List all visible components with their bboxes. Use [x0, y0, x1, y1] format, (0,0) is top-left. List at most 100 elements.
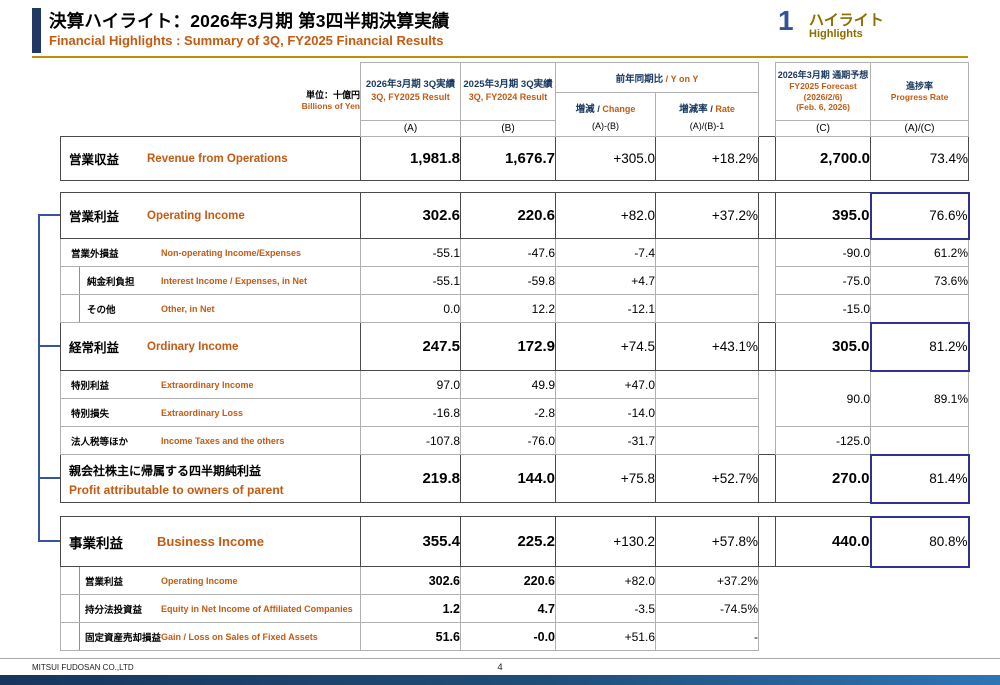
- table-subheader-row: 増減 / Change (A)-(B) 増減率 / Rate (A)/(B)-1: [61, 92, 969, 137]
- value-rate: [654, 426, 760, 455]
- row-label-jp: 固定資産売却損益: [85, 632, 162, 644]
- row-label-en: Equity in Net Income of Affiliated Compa…: [161, 603, 353, 614]
- value-rate: +18.2%: [654, 136, 760, 181]
- table-row: 営業利益 Operating Income 302.6 220.6 +82.0 +…: [60, 566, 969, 595]
- table-key-row: (A) (B) (C) (A)/(C): [61, 120, 970, 137]
- col-p-en: Progress Rate: [890, 91, 949, 102]
- table-row: 法人税等ほか Income Taxes and the others -107.8…: [60, 426, 970, 455]
- value-forecast: -15.0: [775, 294, 872, 323]
- value-rate: [654, 294, 760, 323]
- value-rate: [654, 266, 760, 295]
- value-b: 1,676.7: [460, 136, 556, 181]
- section-label-jp: ハイライト: [809, 12, 884, 29]
- col-b-jp: 2025年3月期 3Q実績: [463, 79, 553, 91]
- spacer-row: [60, 180, 969, 193]
- row-label-jp: 事業利益: [69, 535, 123, 551]
- yoy-en: / Y on Y: [663, 73, 699, 84]
- row-label-en: Revenue from Operations: [147, 152, 288, 165]
- table-row: 営業外損益 Non-operating Income/Expenses -55.1…: [60, 238, 970, 267]
- column-gap: [758, 370, 776, 427]
- column-gap: [758, 136, 777, 181]
- col-c-date-jp: (2026/2/6): [803, 91, 843, 102]
- row-label-en: Operating Income: [161, 575, 238, 586]
- change-key: (A)-(B): [592, 120, 619, 131]
- table-row: その他 Other, in Net 0.0 12.2 -12.1 -15.0: [60, 294, 970, 323]
- col-c-date-en: (Feb. 6, 2026): [796, 102, 850, 113]
- value-b: -59.8: [460, 266, 556, 295]
- rate-en: Rate: [712, 103, 735, 114]
- col-a-en: 3Q, FY2025 Result: [371, 91, 450, 102]
- page-title: 決算ハイライト：2026年3月期 第3四半期決算実績: [49, 11, 450, 31]
- table-row: 特別利益 Extraordinary Income 97.0 49.9 +47.0…: [60, 370, 970, 427]
- value-b: 220.6: [460, 566, 556, 595]
- row-label: 法人税等ほか Income Taxes and the others: [60, 426, 361, 455]
- value-change: +82.0: [555, 192, 656, 239]
- value-progress-boxed: 80.8%: [869, 515, 970, 568]
- row-label-en: Income Taxes and the others: [161, 435, 285, 446]
- tree-line: [79, 567, 80, 594]
- value-forecast: -125.0: [775, 426, 872, 455]
- connector-line: [38, 477, 60, 479]
- row-label: 営業利益 Operating Income: [60, 566, 361, 595]
- value-change: +47.0: [555, 370, 656, 399]
- value-rate: +52.7%: [654, 454, 760, 503]
- table-row: 営業利益 Operating Income 302.6 220.6 +82.0 +…: [60, 191, 970, 240]
- row-label-jp: 親会社株主に帰属する四半期純利益: [69, 463, 262, 478]
- value-change: -12.1: [555, 294, 656, 323]
- value-a: 1.2: [360, 594, 461, 623]
- table-row: 特別損失 Extraordinary Loss -16.8 -2.8 -14.0: [60, 398, 969, 427]
- value-a: 247.5: [360, 322, 461, 371]
- row-label-en: Extraordinary Income: [161, 379, 254, 390]
- col-header-yoy: 前年同期比 / Y on Y: [554, 62, 760, 93]
- value-b: -76.0: [460, 426, 556, 455]
- section-number: 1: [778, 5, 794, 36]
- col-header-rate: 増減率 / Rate (A)/(B)-1: [654, 92, 760, 137]
- key-c: (C): [775, 120, 872, 137]
- value-a: 355.4: [360, 516, 461, 567]
- value-a: 97.0: [360, 370, 461, 399]
- value-progress-merged: 89.1%: [870, 370, 970, 427]
- row-label-jp: 純金利負担: [87, 276, 135, 288]
- table-row: 営業収益 Revenue from Operations 1,981.8 1,67…: [60, 136, 970, 181]
- row-label: 特別利益 Extraordinary Income: [60, 370, 361, 399]
- rate-jp: 増減率 /: [679, 103, 713, 115]
- value-forecast: 440.0: [775, 516, 872, 567]
- row-label-en: Ordinary Income: [147, 340, 239, 353]
- row-label-en: Interest Income / Expenses, in Net: [161, 275, 308, 286]
- row-label: 営業収益 Revenue from Operations: [60, 136, 361, 181]
- value-b: 172.9: [460, 322, 556, 371]
- connector-line: [38, 215, 40, 542]
- col-header-change: 増減 / Change (A)-(B): [555, 92, 656, 137]
- row-label-en: Business Income: [157, 534, 264, 549]
- tree-line: [79, 623, 80, 650]
- row-label-jp: 営業利益: [69, 210, 120, 224]
- value-forecast: -90.0: [775, 238, 872, 267]
- row-label-en: Profit attributable to owners of parent: [69, 482, 284, 497]
- value-a: 302.6: [360, 566, 461, 595]
- units-jp: 単位：十億円: [305, 89, 360, 100]
- value-progress: 73.6%: [870, 266, 970, 295]
- spacer-row: [60, 502, 969, 517]
- value-a: 1,981.8: [360, 136, 461, 181]
- table-row: 持分法投資益 Equity in Net Income of Affiliated…: [60, 594, 969, 623]
- units-label: 単位：十億円 Billions of Yen: [60, 62, 361, 137]
- value-change: -7.4: [555, 238, 656, 267]
- page-subtitle: Financial Highlights : Summary of 3Q, FY…: [49, 33, 444, 48]
- table-row: 経常利益 Ordinary Income 247.5 172.9 +74.5 +4…: [60, 321, 970, 372]
- value-progress: 73.4%: [870, 136, 970, 181]
- table-header-row: 単位：十億円 Billions of Yen 2026年3月期 3Q実績 3Q,…: [60, 62, 970, 137]
- value-forecast-merged: 90.0: [775, 370, 872, 427]
- col-p-jp: 進捗率: [906, 80, 934, 91]
- footer-accent-bar: [0, 675, 1000, 685]
- key-b: (B): [460, 120, 556, 137]
- row-label-en: Gain / Loss on Sales of Fixed Assets: [161, 631, 318, 642]
- row-label-en: Other, in Net: [161, 303, 215, 314]
- row-label: 純金利負担 Interest Income / Expenses, in Net: [60, 266, 361, 295]
- value-forecast: 395.0: [775, 192, 872, 239]
- value-rate: [654, 398, 760, 427]
- value-change: +51.6: [555, 622, 656, 651]
- value-a: -16.8: [360, 398, 461, 427]
- financial-table: 単位：十億円 Billions of Yen 2026年3月期 3Q実績 3Q,…: [60, 62, 970, 651]
- value-a: -55.1: [360, 238, 461, 267]
- value-forecast: 2,700.0: [775, 136, 872, 181]
